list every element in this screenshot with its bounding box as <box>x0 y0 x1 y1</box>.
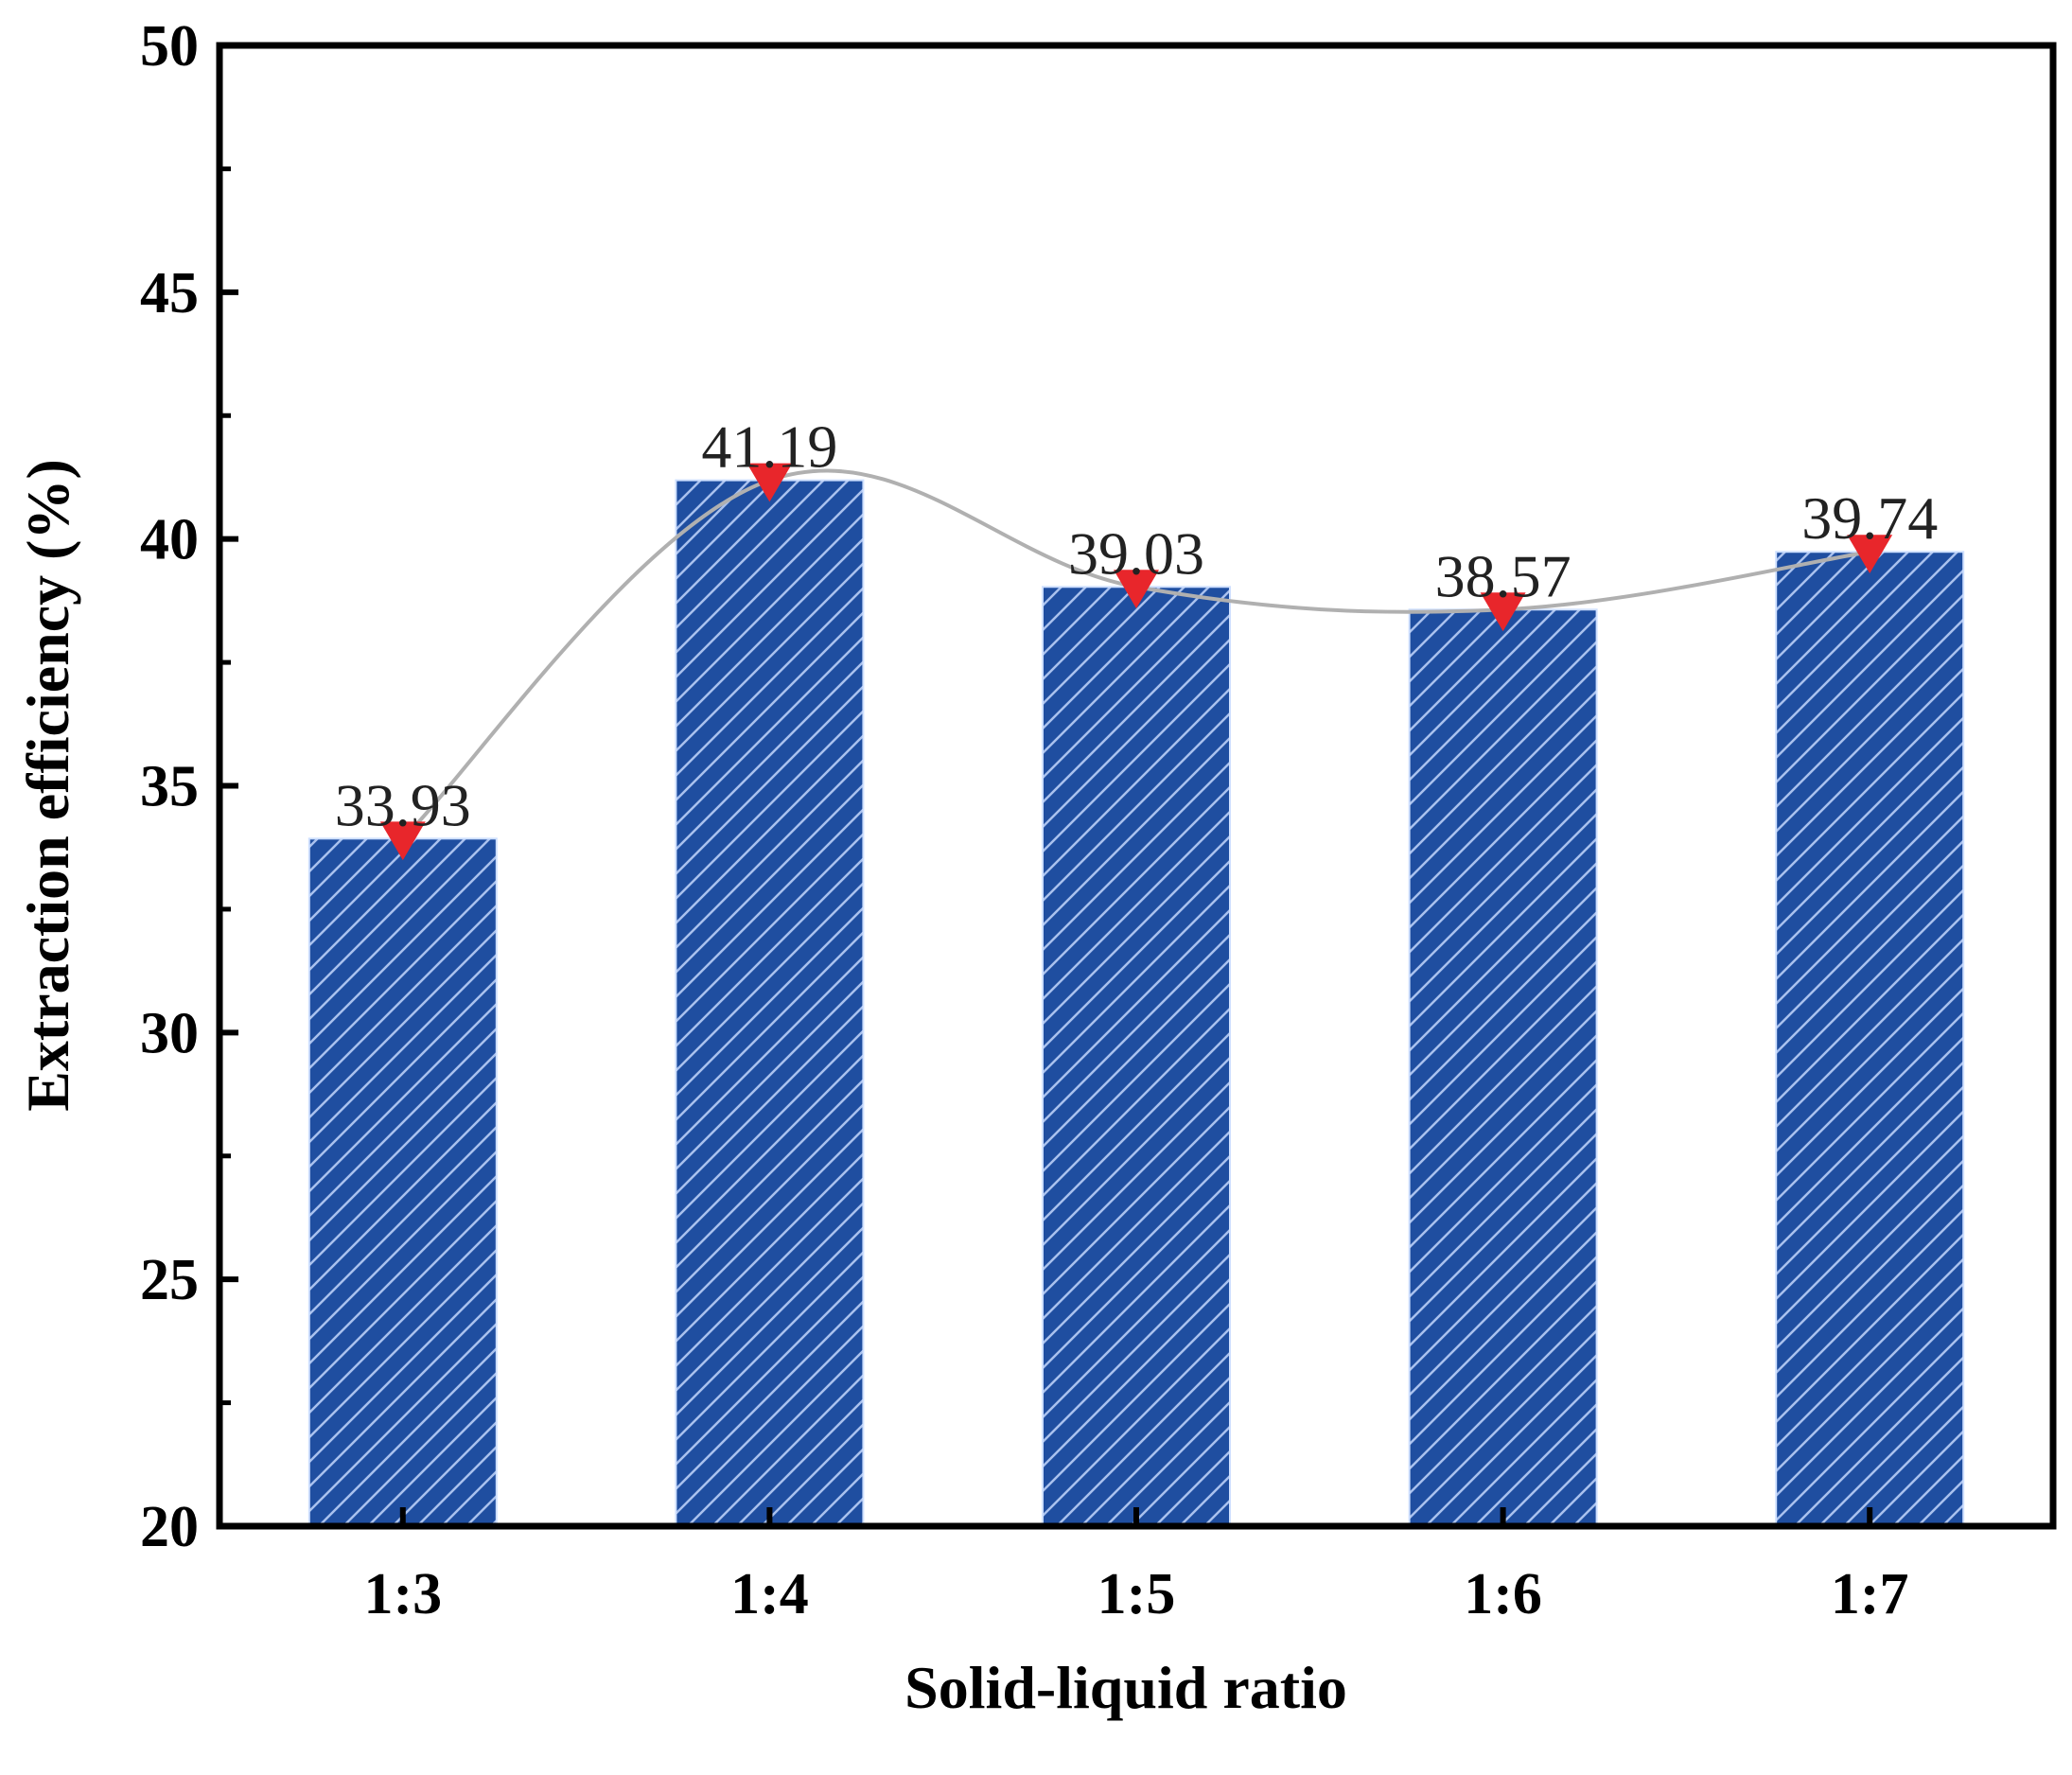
x-tick-label: 1:6 <box>1464 1562 1542 1626</box>
y-axis-title: Extraction efficiency (%) <box>14 459 81 1112</box>
y-tick-label: 40 <box>140 508 199 572</box>
data-label: 39.74 <box>1801 484 1938 552</box>
x-tick-label: 1:3 <box>363 1562 442 1626</box>
labels-layer: 33.93 41.19 39.03 38.57 39.74 <box>335 413 1938 839</box>
x-axis-title: Solid-liquid ratio <box>904 1654 1347 1721</box>
bar-1-4 <box>675 479 865 1527</box>
y-tick-label: 50 <box>140 14 199 79</box>
data-label: 39.03 <box>1068 519 1204 587</box>
x-tick-label: 1:5 <box>1097 1562 1176 1626</box>
marker-1-4 <box>746 463 793 502</box>
ticks-layer: 20 25 30 35 40 45 50 1:3 1:4 1:5 1:6 1:7 <box>140 14 1909 1626</box>
x-tick-label: 1:4 <box>730 1562 809 1626</box>
trend-line <box>401 468 1870 840</box>
x-tick-label: 1:7 <box>1831 1562 1909 1626</box>
bars-layer <box>307 479 1965 1527</box>
y-tick-label: 25 <box>140 1248 199 1312</box>
data-label: 33.93 <box>335 771 471 838</box>
bar-1-5 <box>1042 586 1231 1527</box>
data-label: 38.57 <box>1435 542 1572 609</box>
marker-1-3 <box>379 821 426 861</box>
marker-1-6 <box>1480 592 1526 632</box>
bar-1-3 <box>307 837 498 1527</box>
y-tick-label: 45 <box>140 261 199 325</box>
data-label: 41.19 <box>701 413 837 481</box>
bar-1-7 <box>1775 551 1965 1527</box>
marker-1-5 <box>1114 570 1159 609</box>
bar-1-6 <box>1408 608 1598 1527</box>
marker-1-7 <box>1847 535 1893 574</box>
y-tick-label: 30 <box>140 1001 199 1065</box>
line-layer <box>379 463 1893 861</box>
y-tick-label: 35 <box>140 755 199 819</box>
y-tick-label: 20 <box>140 1495 199 1559</box>
